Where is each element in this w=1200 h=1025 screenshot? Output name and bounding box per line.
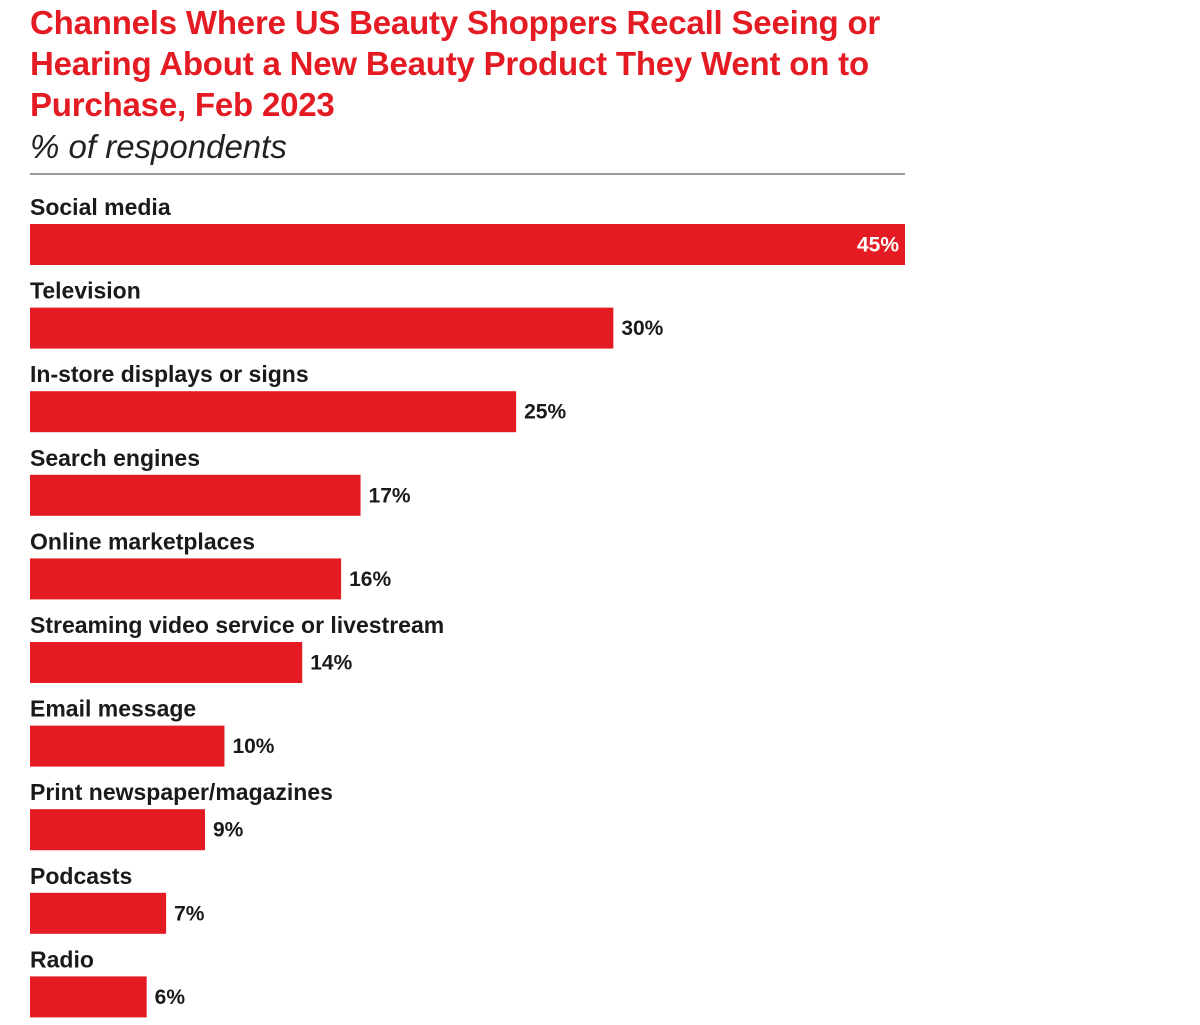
value-label: 9% — [213, 819, 244, 842]
bar — [30, 224, 905, 265]
bar — [30, 892, 167, 934]
category-label: Social media — [30, 194, 171, 220]
bar — [30, 809, 205, 851]
category-label: Online marketplaces — [30, 528, 255, 554]
category-label: Radio — [30, 946, 94, 972]
category-label: Print newspaper/magazines — [30, 779, 333, 805]
value-label: 25% — [524, 401, 566, 424]
bar — [30, 474, 361, 516]
value-label: 45% — [857, 234, 899, 257]
category-label: Email message — [30, 696, 196, 722]
value-label: 6% — [155, 986, 186, 1009]
bar — [30, 391, 517, 433]
value-label: 7% — [174, 902, 205, 925]
bar — [30, 725, 225, 767]
bar — [30, 976, 147, 1018]
category-label: Podcasts — [30, 863, 132, 889]
value-label: 17% — [369, 484, 411, 507]
bar — [30, 558, 342, 600]
bar — [30, 307, 614, 349]
chart-subtitle: % of respondents — [30, 128, 287, 165]
category-label: Streaming video service or livestream — [30, 612, 444, 638]
category-label: In-store displays or signs — [30, 361, 309, 387]
value-label: 30% — [621, 317, 663, 340]
bar — [30, 642, 303, 683]
value-label: 10% — [232, 735, 274, 758]
category-label: Television — [30, 278, 141, 304]
title-divider — [30, 173, 905, 175]
chart-title: Channels Where US Beauty Shoppers Recall… — [30, 4, 881, 123]
value-label: 14% — [310, 652, 352, 675]
category-label: Search engines — [30, 445, 200, 471]
value-label: 16% — [349, 568, 391, 591]
